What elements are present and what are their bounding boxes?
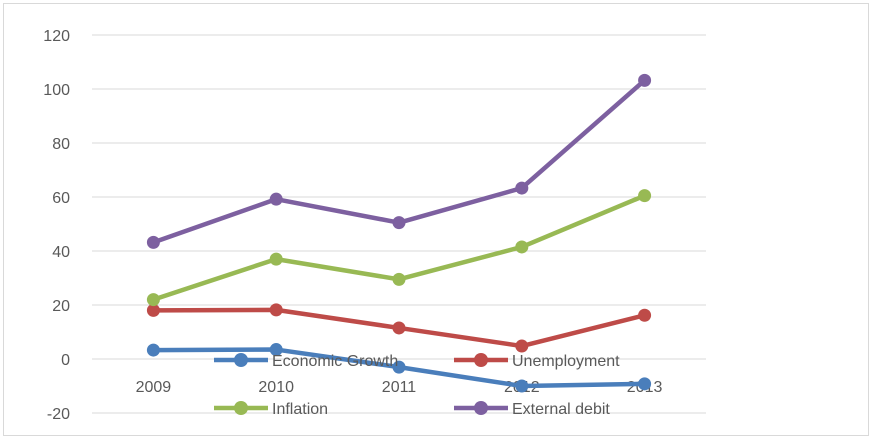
data-point	[392, 216, 406, 230]
data-point	[269, 252, 283, 266]
y-tick-label: 120	[43, 28, 70, 45]
data-point	[146, 303, 160, 317]
y-axis: -20 0 20 40 60 80 100 120	[43, 28, 70, 423]
data-point	[392, 321, 406, 335]
data-point	[146, 235, 160, 249]
legend-swatch-marker	[234, 353, 248, 367]
legend-item-economic-growth: Economic Growth	[214, 353, 398, 370]
series-external-debit	[146, 73, 652, 249]
y-tick-label: 0	[61, 352, 70, 369]
data-point	[269, 192, 283, 206]
y-tick-label: 40	[52, 244, 70, 261]
legend-label: Inflation	[272, 401, 328, 418]
legend-label: Economic Growth	[272, 353, 398, 370]
data-point	[515, 339, 529, 353]
legend-item-external-debit: External debit	[454, 401, 610, 418]
data-point	[392, 272, 406, 286]
data-point	[515, 181, 529, 195]
gridlines	[92, 34, 706, 414]
y-tick-label: 60	[52, 190, 70, 207]
data-point	[515, 379, 529, 393]
y-tick-label: -20	[47, 406, 70, 423]
legend: Economic Growth Unemployment Inflation Exte…	[214, 353, 620, 418]
series-economic-growth	[146, 343, 652, 393]
x-tick-label: 2009	[136, 379, 172, 396]
data-point	[638, 308, 652, 322]
x-tick-label: 2011	[382, 379, 417, 396]
legend-swatch-marker	[474, 353, 488, 367]
series-unemployment	[146, 303, 652, 353]
data-point	[146, 293, 160, 307]
legend-swatch-marker	[234, 401, 248, 415]
legend-swatch-marker	[474, 401, 488, 415]
chart-frame	[3, 3, 869, 436]
y-tick-label: 80	[52, 136, 70, 153]
series-inflation	[146, 189, 652, 307]
legend-label: External debit	[512, 401, 610, 418]
y-tick-label: 100	[43, 82, 70, 99]
data-point	[392, 360, 406, 374]
legend-item-unemployment: Unemployment	[454, 353, 620, 370]
x-tick-label: 2010	[258, 379, 294, 396]
x-axis: 20092010201120122013	[136, 379, 663, 396]
data-point	[269, 303, 283, 317]
data-point	[638, 377, 652, 391]
y-tick-label: 20	[52, 298, 70, 315]
data-point	[638, 73, 652, 87]
data-point	[269, 343, 283, 357]
data-point	[638, 189, 652, 203]
legend-item-inflation: Inflation	[214, 401, 328, 418]
data-point	[515, 240, 529, 254]
legend-label: Unemployment	[512, 353, 620, 370]
data-point	[146, 343, 160, 357]
series-lines	[146, 73, 652, 393]
